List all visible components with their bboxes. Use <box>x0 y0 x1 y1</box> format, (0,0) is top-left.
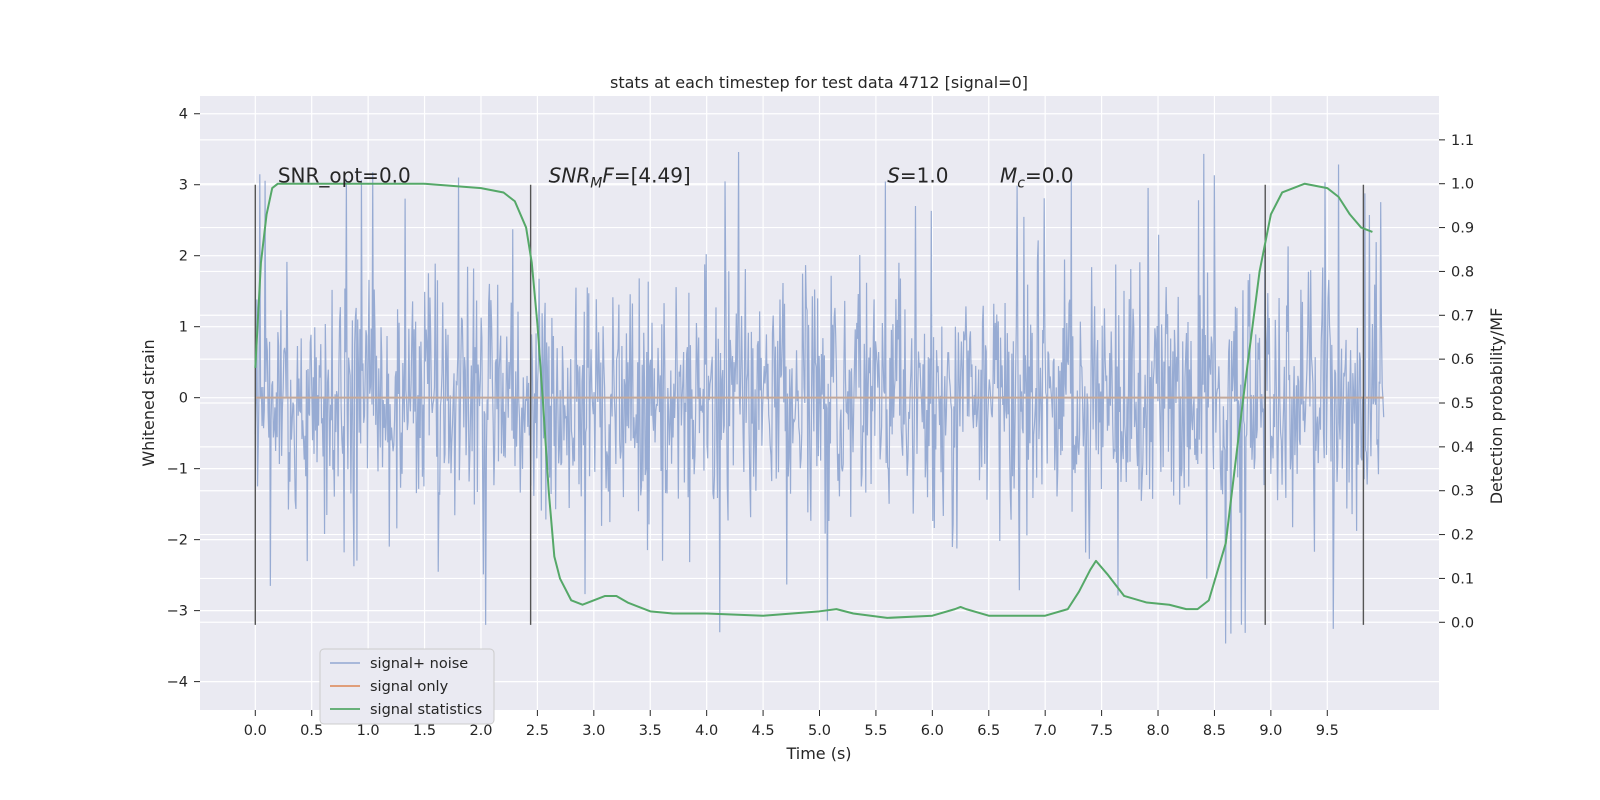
y2-tick-label: 0.1 <box>1451 571 1474 587</box>
legend-label-signal-statistics: signal statistics <box>370 702 482 718</box>
y2-tick-label: 0.4 <box>1451 440 1474 456</box>
y2-axis-ticks: 1.1 1.0 0.9 0.8 0.7 0.6 0.5 0.4 0.3 0.2 0.1 0.0 <box>1439 133 1474 631</box>
y2-tick-label: 0.5 <box>1451 396 1474 412</box>
x-tick-label: 1.5 <box>413 723 436 739</box>
y-tick-label: −3 <box>167 604 188 620</box>
x-axis-label: Time (s) <box>785 744 851 763</box>
annotations: SNR_opt=0.0 SNRMF=[4.49] S=1.0 Mc=0.0 <box>278 164 1074 192</box>
y-tick-label: −2 <box>167 533 188 549</box>
y-tick-label: 3 <box>179 178 188 194</box>
noise-trace <box>254 151 1385 644</box>
x-tick-label: 7.0 <box>1034 723 1057 739</box>
legend-box <box>319 648 495 725</box>
y-tick-label: 4 <box>179 107 188 123</box>
x-tick-label: 6.0 <box>921 723 944 739</box>
x-tick-label: 1.0 <box>357 723 380 739</box>
y2-axis-label: Detection probability/MF <box>1487 308 1506 505</box>
legend: signal+ noise signal only signal statist… <box>319 648 495 725</box>
y-tick-label: 0 <box>179 391 188 407</box>
x-tick-label: 4.5 <box>752 723 775 739</box>
y-axis-ticks: 4 3 2 1 0 −1 −2 −3 −4 <box>167 107 200 691</box>
x-tick-label: 0.5 <box>300 723 323 739</box>
annotation-snr-mf: SNRMF=[4.49] <box>549 164 691 192</box>
y2-tick-label: 0.0 <box>1451 615 1474 631</box>
x-tick-label: 6.5 <box>977 723 1000 739</box>
y2-tick-label: 0.2 <box>1451 528 1474 544</box>
x-tick-label: 2.5 <box>526 723 549 739</box>
x-tick-label: 3.5 <box>639 723 662 739</box>
x-axis-ticks: 0.0 0.5 1.0 1.5 2.0 2.5 3.0 3.5 4.0 4.5 5.0 5.5 6.0 6… <box>244 710 1339 739</box>
x-tick-label: 5.0 <box>808 723 831 739</box>
annotation-snr-opt: SNR_opt=0.0 <box>278 164 411 188</box>
series-signal-noise <box>254 151 1385 644</box>
x-tick-label: 4.0 <box>695 723 718 739</box>
x-tick-label: 7.5 <box>1090 723 1113 739</box>
y2-tick-label: 0.7 <box>1451 308 1474 324</box>
y2-tick-label: 0.6 <box>1451 352 1474 368</box>
x-tick-label: 8.5 <box>1203 723 1226 739</box>
legend-label-signal-noise: signal+ noise <box>370 656 468 672</box>
y2-tick-label: 1.0 <box>1451 177 1474 193</box>
y-tick-label: 1 <box>179 320 188 336</box>
annotation-s: S=1.0 <box>887 164 948 188</box>
x-tick-label: 0.0 <box>244 723 267 739</box>
y2-tick-label: 0.8 <box>1451 264 1474 280</box>
y-tick-label: −4 <box>167 675 188 691</box>
signal-statistics-line <box>254 182 1373 619</box>
x-tick-label: 9.0 <box>1259 723 1282 739</box>
x-tick-label: 3.0 <box>582 723 605 739</box>
y-axis-label: Whitened strain <box>139 339 158 466</box>
y2-tick-label: 0.3 <box>1451 484 1474 500</box>
y2-tick-label: 0.9 <box>1451 221 1474 237</box>
y-tick-label: 2 <box>179 249 188 265</box>
y-tick-label: −1 <box>167 462 188 478</box>
series-signal-statistics <box>254 182 1373 619</box>
legend-label-signal-only: signal only <box>370 679 449 695</box>
annotation-mc: Mc=0.0 <box>1000 164 1074 192</box>
chart-title: stats at each timestep for test data 471… <box>610 73 1028 92</box>
x-tick-label: 2.0 <box>469 723 492 739</box>
x-tick-label: 8.0 <box>1146 723 1169 739</box>
y2-tick-label: 1.1 <box>1451 133 1474 149</box>
x-tick-label: 9.5 <box>1316 723 1339 739</box>
x-tick-label: 5.5 <box>864 723 887 739</box>
